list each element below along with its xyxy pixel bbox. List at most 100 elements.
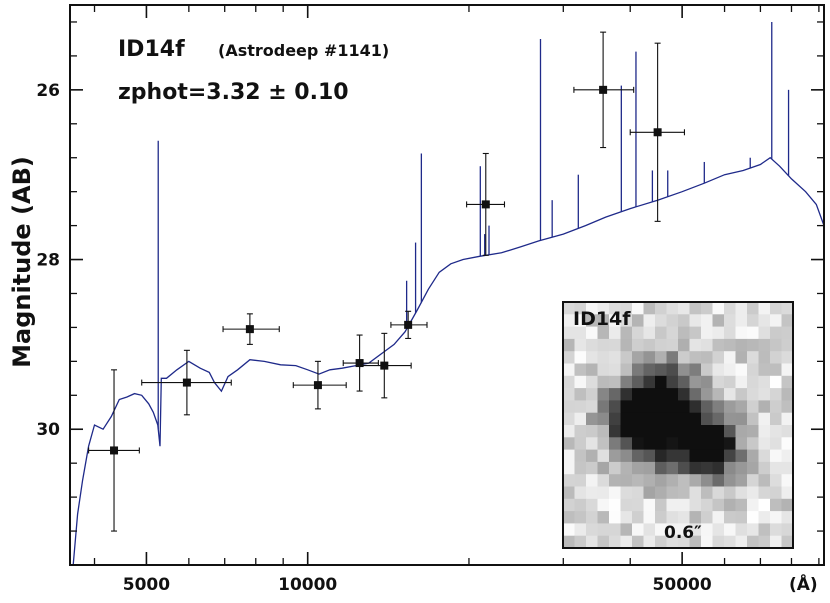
cutout-pixel xyxy=(678,437,690,450)
cutout-pixel xyxy=(735,400,748,414)
cutout-pixel xyxy=(666,351,679,364)
cutout-pixel xyxy=(735,363,748,377)
photometry-point xyxy=(222,313,280,345)
cutout-pixel xyxy=(643,535,656,549)
cutout-pixel xyxy=(712,326,725,340)
cutout-pixel xyxy=(666,412,679,426)
cutout-pixel xyxy=(781,314,794,327)
cutout-pixel xyxy=(597,461,610,475)
cutout-pixel xyxy=(620,412,633,426)
inset-label: ID14f xyxy=(573,308,631,330)
cutout-pixel xyxy=(747,486,759,500)
cutout-pixel xyxy=(666,498,679,512)
axis-ticks-layer: 5000 10000 50000 26 28 30 xyxy=(36,5,824,595)
cutout-pixel xyxy=(586,326,598,340)
cutout-pixel xyxy=(632,535,644,549)
cutout-pixel xyxy=(574,486,587,500)
cutout-pixel xyxy=(643,498,656,512)
cutout-pixel xyxy=(781,302,794,315)
cutout-pixel xyxy=(678,412,690,426)
cutout-pixel xyxy=(747,375,759,389)
cutout-pixel xyxy=(666,326,679,340)
cutout-pixel xyxy=(747,474,759,487)
cutout-pixel xyxy=(735,523,748,537)
cutout-pixel xyxy=(574,375,587,389)
cutout-pixel xyxy=(563,486,575,500)
object-id-label: ID14f xyxy=(118,37,185,62)
cutout-pixel xyxy=(770,535,782,549)
cutout-pixel xyxy=(620,351,633,364)
cutout-pixel xyxy=(563,388,575,401)
cutout-pixel xyxy=(758,375,771,389)
cutout-pixel xyxy=(689,461,702,475)
cutout-pixel xyxy=(678,486,690,500)
cutout-pixel xyxy=(655,511,667,524)
cutout-pixel xyxy=(655,314,667,327)
cutout-pixel xyxy=(678,314,690,327)
cutout-pixel xyxy=(586,412,598,426)
cutout-pixel xyxy=(758,523,771,537)
cutout-pixel xyxy=(632,425,644,438)
cutout-pixel xyxy=(563,400,575,414)
cutout-pixel xyxy=(597,412,610,426)
cutout-pixel xyxy=(563,363,575,377)
cutout-pixel xyxy=(666,400,679,414)
cutout-pixel xyxy=(609,363,621,377)
cutout-pixel xyxy=(609,326,621,340)
cutout-pixel xyxy=(758,351,771,364)
cutout-pixel xyxy=(678,449,690,463)
cutout-pixel xyxy=(689,400,702,414)
cutout-pixel xyxy=(701,338,713,352)
photometry-point xyxy=(390,310,428,340)
cutout-pixel xyxy=(620,449,633,463)
cutout-pixel xyxy=(689,388,702,401)
cutout-pixel xyxy=(666,437,679,450)
cutout-pixel xyxy=(620,511,633,524)
cutout-pixel xyxy=(586,511,598,524)
cutout-pixel xyxy=(781,486,794,500)
y-tick-label: 28 xyxy=(36,251,60,271)
cutout-pixel xyxy=(781,363,794,377)
cutout-pixel xyxy=(678,351,690,364)
cutout-pixel xyxy=(597,498,610,512)
cutout-pixel xyxy=(620,486,633,500)
photometry-point xyxy=(466,152,506,256)
cutout-pixel xyxy=(689,326,702,340)
cutout-pixel xyxy=(666,461,679,475)
cutout-pixel xyxy=(747,461,759,475)
cutout-pixel xyxy=(701,302,713,315)
cutout-pixel xyxy=(712,363,725,377)
cutout-pixel xyxy=(678,511,690,524)
cutout-pixel xyxy=(632,351,644,364)
cutout-pixel xyxy=(574,474,587,487)
cutout-pixel xyxy=(574,523,587,537)
cutout-pixel xyxy=(781,412,794,426)
cutout-pixel xyxy=(609,461,621,475)
cutout-pixel xyxy=(701,425,713,438)
redshift-label: zphot=3.32 ± 0.10 xyxy=(118,80,349,105)
cutout-pixel xyxy=(597,314,610,327)
cutout-pixel xyxy=(563,314,575,327)
cutout-pixel xyxy=(643,461,656,475)
cutout-pixel xyxy=(609,511,621,524)
cutout-pixel xyxy=(678,474,690,487)
cutout-pixel xyxy=(586,486,598,500)
cutout-pixel xyxy=(770,511,782,524)
cutout-pixel xyxy=(586,314,598,327)
cutout-pixel xyxy=(712,302,725,315)
cutout-pixel xyxy=(643,523,656,537)
cutout-pixel xyxy=(666,535,679,549)
cutout-pixel xyxy=(689,351,702,364)
cutout-pixel xyxy=(666,449,679,463)
cutout-pixel xyxy=(724,523,736,537)
cutout-pixel xyxy=(643,375,656,389)
cutout-pixel xyxy=(586,363,598,377)
cutout-pixel xyxy=(643,400,656,414)
cutout-pixel xyxy=(586,400,598,414)
cutout-pixel xyxy=(781,400,794,414)
cutout-pixel xyxy=(701,449,713,463)
cutout-pixel xyxy=(609,474,621,487)
cutout-pixel xyxy=(632,461,644,475)
cutout-pixel xyxy=(747,400,759,414)
cutout-pixel xyxy=(735,388,748,401)
